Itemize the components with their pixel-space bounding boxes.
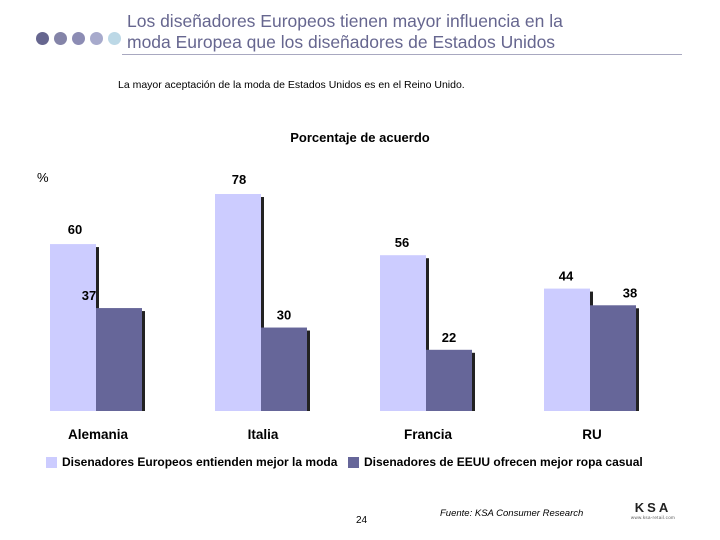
bar-italia-series-1 xyxy=(215,194,261,411)
data-label-francia-series-2: 22 xyxy=(442,330,456,345)
data-label-alemania-series-1: 60 xyxy=(68,222,82,237)
data-label-francia-series-1: 56 xyxy=(395,235,409,250)
slide-title-line-1: Los diseñadores Europeos tienen mayor in… xyxy=(127,11,563,31)
bar-ru-series-1 xyxy=(544,288,590,411)
category-label-ru: RU xyxy=(582,427,602,442)
bar-shadow-italia-0 xyxy=(261,197,264,411)
data-label-ru-series-2: 38 xyxy=(623,285,637,300)
data-label-italia-series-2: 30 xyxy=(277,308,291,323)
legend-item-us: Disenadores de EEUU ofrecen mejor ropa c… xyxy=(348,455,643,469)
legend-swatch-european xyxy=(46,456,57,468)
chart-legend: Disenadores Europeos entienden mejor la … xyxy=(46,455,686,471)
bar-shadow-italia-1 xyxy=(307,330,310,411)
legend-item-european: Disenadores Europeos entienden mejor la … xyxy=(46,455,337,469)
chart-title: Porcentaje de acuerdo xyxy=(290,130,430,145)
slide-title-line-2: moda Europea que los diseñadores de Esta… xyxy=(127,32,556,52)
legend-swatch-us xyxy=(348,456,359,468)
dot-2 xyxy=(54,32,67,45)
category-label-italia: Italia xyxy=(248,427,279,442)
legend-label-us: Disenadores de EEUU ofrecen mejor ropa c… xyxy=(364,455,643,469)
bar-francia-series-1 xyxy=(380,255,426,411)
bar-alemania-series-2 xyxy=(96,308,142,411)
bar-shadow-alemania-1 xyxy=(142,311,145,411)
dot-4 xyxy=(90,32,103,45)
company-logo: KSA www.ksa-retail.com xyxy=(622,500,684,526)
legend-label-european: Disenadores Europeos entienden mejor la … xyxy=(62,455,338,469)
y-axis-unit-label: % xyxy=(37,170,49,185)
bar-ru-series-2 xyxy=(590,305,636,411)
logo-text: KSA xyxy=(634,500,672,515)
dot-3 xyxy=(72,32,85,45)
bar-francia-series-2 xyxy=(426,349,472,411)
bar-italia-series-2 xyxy=(261,327,307,411)
data-label-ru-series-1: 44 xyxy=(559,269,574,284)
category-label-alemania: Alemania xyxy=(68,427,129,442)
source-note: Fuente: KSA Consumer Research xyxy=(440,508,584,519)
bar-shadow-francia-0 xyxy=(426,258,429,411)
dot-1 xyxy=(36,32,49,45)
page-number: 24 xyxy=(356,515,368,526)
decorative-dots xyxy=(36,32,122,48)
dot-5 xyxy=(108,32,121,45)
bar-shadow-ru-1 xyxy=(636,308,639,411)
data-label-alemania-series-2: 37 xyxy=(82,288,96,303)
slide-subtitle: La mayor aceptación de la moda de Estado… xyxy=(118,79,465,91)
title-divider xyxy=(122,54,682,55)
slide-title: Los diseñadores Europeos tienen mayor in… xyxy=(127,11,707,53)
category-label-francia: Francia xyxy=(404,427,453,442)
bar-shadow-francia-1 xyxy=(472,352,475,411)
logo-subtext: www.ksa-retail.com xyxy=(630,515,676,520)
data-label-italia-series-1: 78 xyxy=(232,172,246,187)
bar-alemania-series-1 xyxy=(50,244,96,411)
